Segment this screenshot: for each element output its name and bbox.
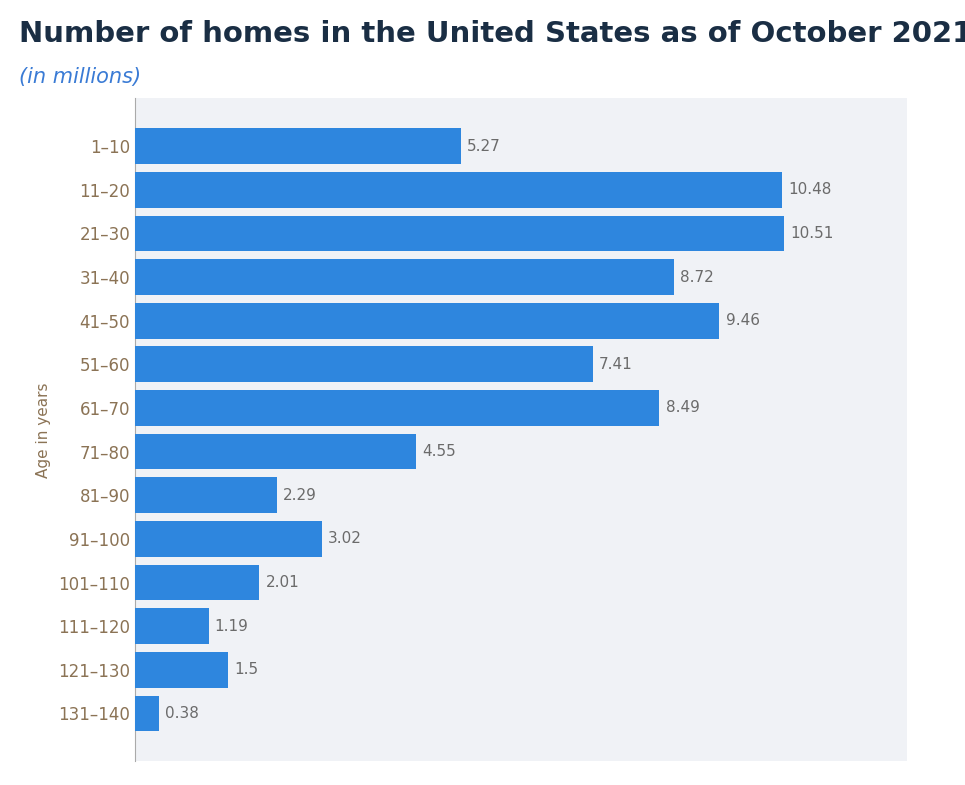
Bar — [135, 259, 674, 295]
Bar — [135, 216, 785, 251]
Text: Number of homes in the United States as of October 2021,: Number of homes in the United States as … — [19, 20, 965, 48]
Bar — [135, 434, 416, 469]
Text: (in millions): (in millions) — [19, 67, 142, 86]
Y-axis label: Age in years: Age in years — [37, 382, 51, 477]
Bar — [135, 477, 277, 513]
Bar — [135, 652, 228, 688]
Bar — [135, 390, 659, 425]
Text: 2.29: 2.29 — [283, 487, 317, 502]
Text: 1.5: 1.5 — [234, 663, 258, 677]
Text: 3.02: 3.02 — [328, 531, 362, 546]
Bar — [135, 564, 260, 601]
Text: 8.49: 8.49 — [666, 400, 700, 415]
Bar — [135, 346, 593, 382]
Bar — [135, 608, 208, 644]
Text: 8.72: 8.72 — [679, 269, 713, 285]
Text: 0.38: 0.38 — [165, 706, 199, 721]
Text: 10.51: 10.51 — [790, 226, 834, 241]
Bar — [135, 521, 321, 557]
Bar — [135, 128, 460, 164]
Text: 5.27: 5.27 — [467, 139, 501, 154]
Text: 1.19: 1.19 — [215, 619, 249, 633]
Text: 4.55: 4.55 — [423, 444, 456, 459]
Text: 9.46: 9.46 — [726, 313, 759, 328]
Text: 7.41: 7.41 — [599, 357, 633, 372]
Text: 2.01: 2.01 — [265, 575, 299, 590]
Bar — [135, 696, 158, 732]
Text: 10.48: 10.48 — [788, 182, 832, 197]
Bar — [135, 303, 719, 338]
Bar — [135, 172, 783, 208]
